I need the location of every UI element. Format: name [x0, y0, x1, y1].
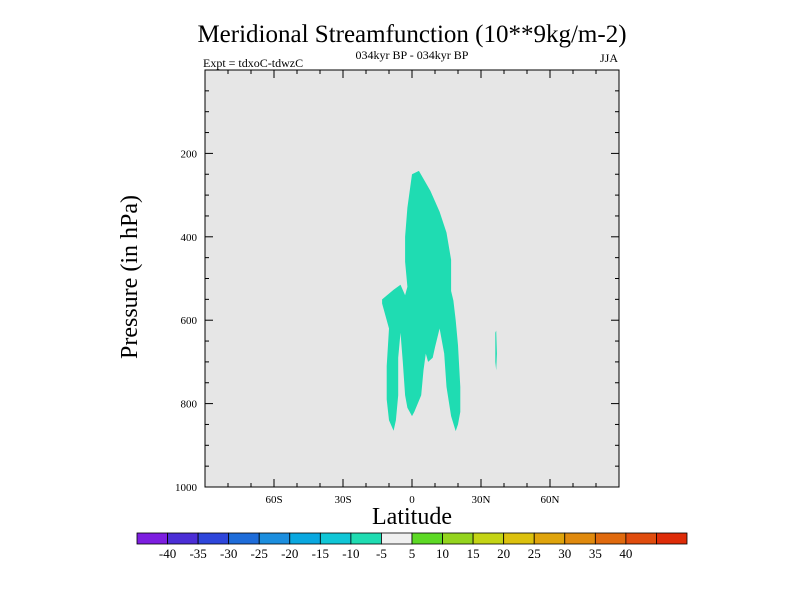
colorbar-swatch	[442, 532, 474, 545]
colorbar-swatch	[656, 532, 688, 545]
colorbar-swatch	[503, 532, 535, 545]
x-tick-label: 30S	[334, 494, 351, 506]
colorbar-swatch	[594, 532, 627, 545]
colorbar-label: 5	[409, 546, 416, 561]
colorbar-label: -40	[159, 546, 176, 561]
colorbar-label: -5	[376, 546, 387, 561]
colorbar-swatch	[319, 532, 352, 545]
y-tick-label: 800	[181, 399, 198, 411]
x-tick-label: 60S	[265, 494, 282, 506]
x-axis-title: Latitude	[372, 504, 452, 530]
contour-regions	[382, 170, 497, 432]
colorbar: -40 -35 -30 -25 -20 -15 -10 -5 5 10 15 20 25 30 35 40	[136, 532, 688, 561]
colorbar-swatch	[136, 532, 168, 545]
chart-subtitle-center: 034kyr BP - 034kyr BP	[356, 48, 469, 62]
colorbar-label: 20	[497, 546, 510, 561]
colorbar-swatch	[289, 532, 321, 545]
plot-area: 60S 30S 0 30N 60N 200 400 600 800 1000	[175, 69, 620, 506]
y-axis-title: Pressure (in hPa)	[117, 195, 143, 359]
colorbar-label: -10	[342, 546, 359, 561]
colorbar-swatch	[472, 532, 505, 545]
colorbar-swatch	[625, 532, 657, 545]
colorbar-label: -35	[189, 546, 206, 561]
colorbar-label: -30	[220, 546, 237, 561]
colorbar-label: 15	[467, 546, 480, 561]
y-tick-label: 200	[181, 148, 198, 160]
colorbar-swatch	[533, 532, 566, 545]
contour-region-1	[382, 170, 461, 432]
colorbar-label: -15	[312, 546, 329, 561]
colorbar-swatch	[564, 532, 596, 545]
colorbar-swatch	[228, 532, 260, 545]
colorbar-swatch	[381, 532, 413, 545]
chart-subtitle-left: Expt = tdxoC-tdwzC	[203, 56, 303, 70]
colorbar-swatch	[167, 532, 199, 545]
colorbar-label: -25	[251, 546, 268, 561]
colorbar-swatch	[350, 532, 382, 545]
colorbar-label: 40	[619, 546, 632, 561]
x-tick-label: 0	[409, 494, 415, 506]
axis-ticks: 60S 30S 0 30N 60N 200 400 600 800 1000	[175, 70, 619, 506]
x-tick-label: 30N	[472, 494, 491, 506]
colorbar-label: -20	[281, 546, 298, 561]
contour-region-2	[495, 330, 497, 371]
y-tick-label: 400	[181, 232, 198, 244]
colorbar-swatch	[258, 532, 291, 545]
colorbar-label: 10	[436, 546, 449, 561]
chart-title: Meridional Streamfunction (10**9kg/m-2)	[197, 21, 626, 48]
colorbar-swatch	[197, 532, 230, 545]
colorbar-label: 35	[589, 546, 602, 561]
colorbar-label: 25	[528, 546, 541, 561]
chart-subtitle-right: JJA	[600, 51, 618, 65]
colorbar-label: 30	[558, 546, 571, 561]
y-tick-label: 1000	[175, 482, 198, 494]
x-tick-label: 60N	[541, 494, 560, 506]
y-tick-label: 600	[181, 315, 198, 327]
colorbar-swatch	[411, 532, 443, 545]
